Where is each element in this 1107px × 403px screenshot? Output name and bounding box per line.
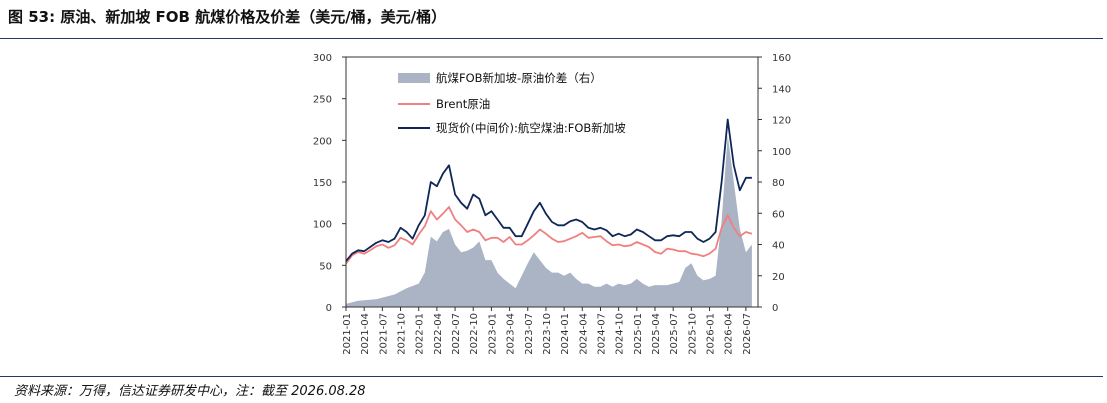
- y-left-tick-label: 250: [313, 95, 332, 106]
- legend-swatch-spread: [398, 73, 430, 83]
- x-tick-label: 2021-01: [342, 313, 353, 355]
- y-right-tick-label: 160: [772, 53, 791, 64]
- spread-area-layer: [346, 135, 752, 307]
- y-right-tick-label: 100: [772, 147, 791, 158]
- x-tick-label: 2023-07: [524, 313, 535, 355]
- x-tick-label: 2023-10: [542, 313, 553, 355]
- x-tick-label: 2022-10: [469, 313, 480, 355]
- x-tick-label: 2024-10: [615, 313, 626, 355]
- y-right-tick-label: 0: [772, 303, 778, 314]
- legend-label-spread: 航煤FOB新加坡-原油价差（右）: [436, 71, 602, 85]
- x-tick-label: 2026-04: [724, 313, 735, 355]
- footer-divider: [0, 376, 1103, 377]
- legend-label-jet: 现货价(中间价):航空煤油:FOB新加坡: [436, 121, 626, 135]
- series-line-brent: [345, 206, 753, 265]
- plot-frame: [345, 56, 759, 308]
- x-tick-label: 2024-07: [596, 313, 607, 355]
- x-tick-label: 2023-04: [506, 313, 517, 355]
- y-left-tick-label: 300: [313, 53, 332, 64]
- x-tick-label: 2026-01: [706, 313, 717, 355]
- y-right-tick-label: 60: [772, 209, 785, 220]
- line-series-layer: [345, 118, 753, 265]
- y-left-tick-label: 0: [326, 303, 332, 314]
- y-left-tick-label: 150: [313, 178, 332, 189]
- y-left-tick-label: 50: [319, 261, 332, 272]
- y-left-tick-label: 100: [313, 220, 332, 231]
- title-divider: [0, 38, 1103, 39]
- x-tick-label: 2026-07: [742, 313, 753, 355]
- x-tick-label: 2022-01: [415, 313, 426, 355]
- legend-label-brent: Brent原油: [436, 97, 490, 111]
- x-tick-label: 2025-07: [669, 313, 680, 355]
- axis-layer: 0 50 100 150 200 250 300 0 20 40 60 80 100 120 140 160 2…: [313, 53, 791, 355]
- y-right-tick-label: 120: [772, 116, 791, 127]
- x-tick-label: 2022-07: [451, 313, 462, 355]
- x-tick-label: 2024-04: [578, 313, 589, 355]
- y-left-tick-label: 200: [313, 136, 332, 147]
- series-line-jet-fuel: [345, 118, 752, 262]
- figure-title: 图 53: 原油、新加坡 FOB 航煤价格及价差（美元/桶，美元/桶）: [8, 8, 447, 26]
- y-right-tick-label: 20: [772, 272, 785, 283]
- x-tick-label: 2025-01: [633, 313, 644, 355]
- y-right-tick-label: 140: [772, 84, 791, 95]
- y-right-tick-label: 80: [772, 178, 785, 189]
- x-tick-label: 2025-04: [651, 313, 662, 355]
- x-tick-label: 2022-04: [433, 313, 444, 355]
- x-tick-label: 2023-01: [487, 313, 498, 355]
- x-tick-label: 2025-10: [687, 313, 698, 355]
- series-area-spread: [346, 135, 752, 307]
- source-note: 资料来源：万得，信达证券研发中心，注：截至 2026.08.28: [14, 384, 366, 399]
- y-right-tick-label: 40: [772, 241, 785, 252]
- x-tick-label: 2024-01: [560, 313, 571, 355]
- x-tick-label: 2021-04: [360, 313, 371, 355]
- legend: 航煤FOB新加坡-原油价差（右） Brent原油 现货价(中间价):航空煤油:F…: [398, 71, 626, 135]
- x-tick-label: 2021-07: [378, 313, 389, 355]
- x-tick-label: 2021-10: [397, 313, 408, 355]
